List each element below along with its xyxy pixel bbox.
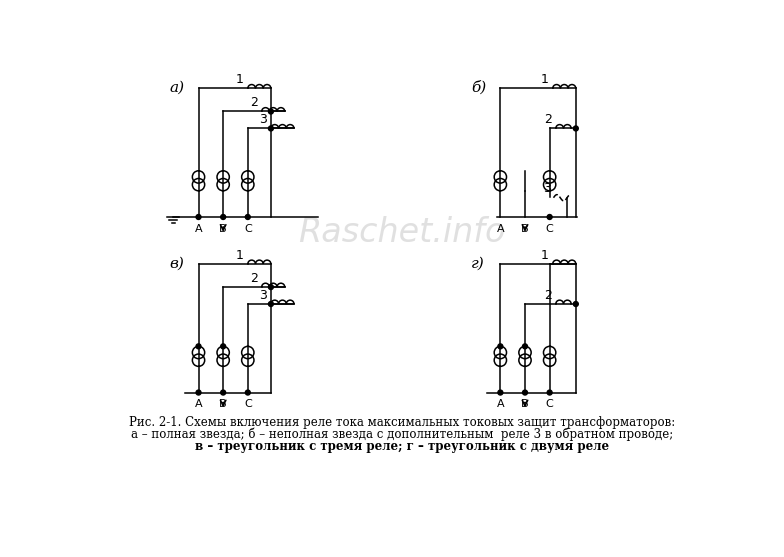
Circle shape — [498, 344, 503, 349]
Circle shape — [498, 390, 503, 395]
Circle shape — [221, 344, 226, 349]
Text: 3: 3 — [543, 183, 551, 196]
Text: в – треугольник с тремя реле; г – треугольник с двумя реле: в – треугольник с тремя реле; г – треуго… — [194, 441, 609, 453]
Text: Рис. 2-1. Схемы включения реле тока максимальных токовых защит трансформаторов:: Рис. 2-1. Схемы включения реле тока макс… — [129, 416, 675, 429]
Circle shape — [196, 214, 201, 219]
Text: 1: 1 — [541, 73, 549, 86]
Text: 2: 2 — [250, 96, 258, 109]
Circle shape — [196, 344, 201, 349]
Text: B: B — [220, 224, 227, 234]
Text: а – полная звезда; б – неполная звезда с дополнительным  реле 3 в обратном прово: а – полная звезда; б – неполная звезда с… — [131, 428, 673, 441]
Circle shape — [547, 214, 552, 219]
Text: A: A — [194, 399, 202, 409]
Circle shape — [268, 285, 274, 290]
Circle shape — [221, 214, 226, 219]
Circle shape — [547, 390, 552, 395]
Circle shape — [245, 390, 250, 395]
Text: а): а) — [169, 81, 184, 95]
Text: в): в) — [169, 256, 184, 270]
Text: B: B — [220, 399, 227, 409]
Text: B: B — [521, 399, 529, 409]
Text: 2: 2 — [544, 113, 552, 126]
Text: C: C — [546, 399, 554, 409]
Circle shape — [268, 126, 274, 131]
Text: 2: 2 — [250, 272, 258, 285]
Text: A: A — [194, 224, 202, 234]
Text: г): г) — [471, 256, 485, 270]
Circle shape — [573, 301, 579, 306]
Text: 1: 1 — [236, 73, 244, 86]
Text: 3: 3 — [260, 113, 267, 126]
Text: C: C — [546, 224, 554, 234]
Circle shape — [221, 390, 226, 395]
Text: Raschet.info: Raschet.info — [298, 216, 506, 249]
Circle shape — [268, 301, 274, 306]
Circle shape — [573, 126, 579, 131]
Circle shape — [245, 214, 250, 219]
Text: 3: 3 — [260, 289, 267, 302]
Circle shape — [196, 390, 201, 395]
Text: C: C — [244, 224, 252, 234]
Text: C: C — [244, 399, 252, 409]
Text: B: B — [521, 224, 529, 234]
Text: A: A — [496, 399, 504, 409]
Circle shape — [522, 344, 528, 349]
Text: б): б) — [471, 81, 486, 95]
Circle shape — [268, 109, 274, 114]
Text: 1: 1 — [236, 248, 244, 262]
Text: A: A — [496, 224, 504, 234]
Text: 1: 1 — [541, 248, 549, 262]
Circle shape — [522, 390, 528, 395]
Text: 2: 2 — [544, 289, 552, 302]
